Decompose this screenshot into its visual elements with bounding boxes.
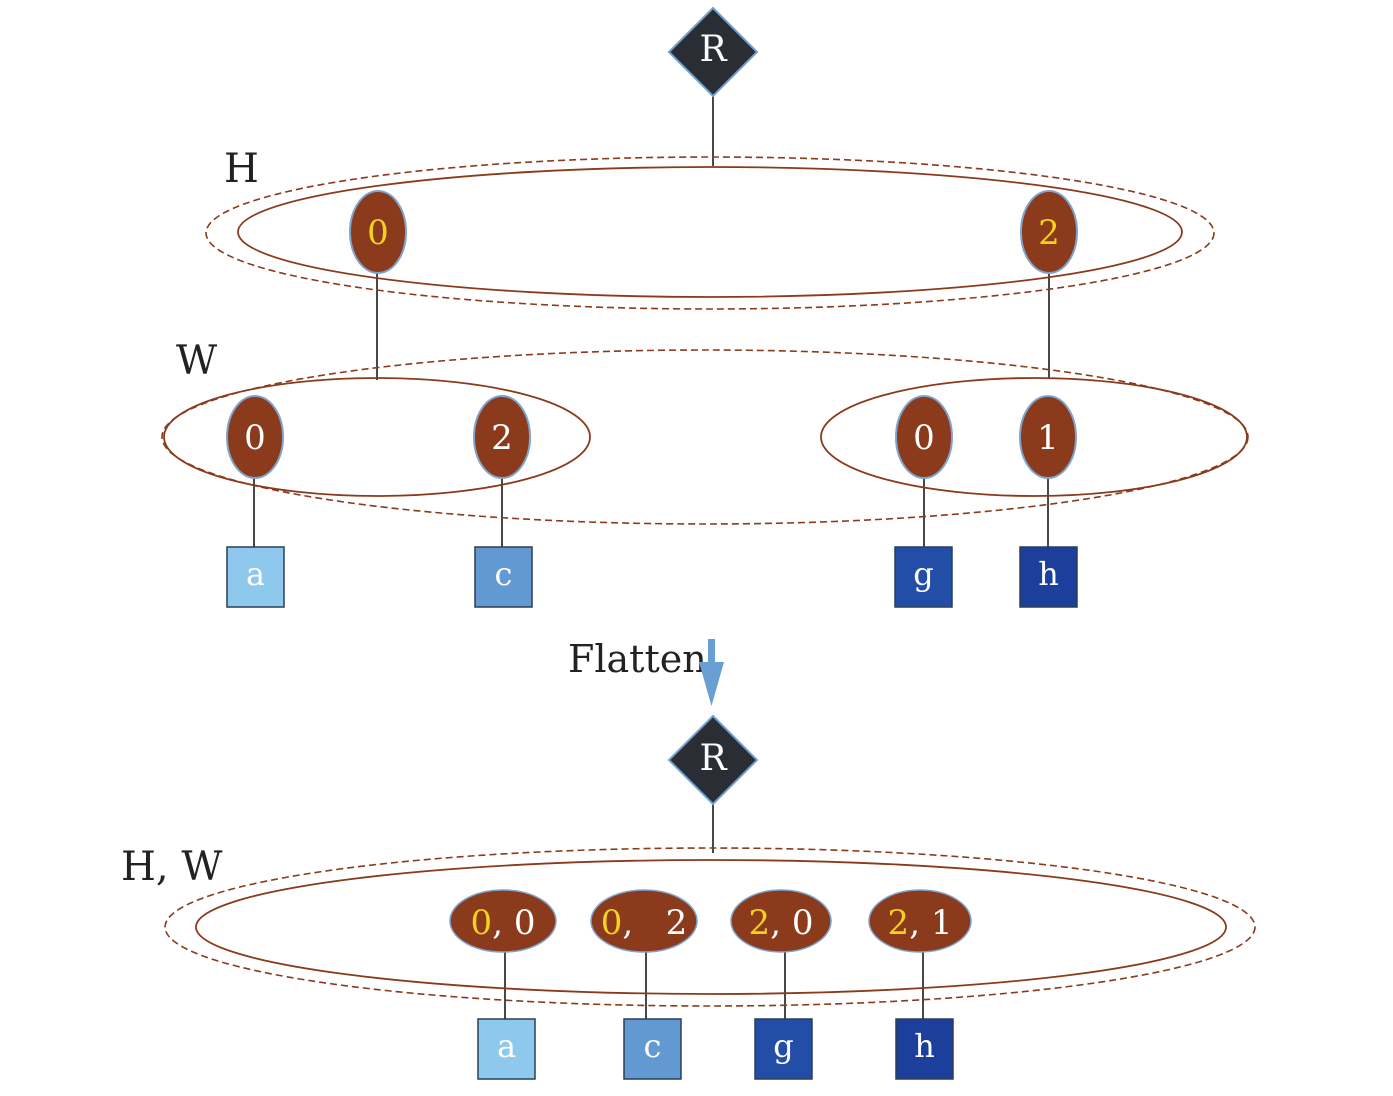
leaf-label: g <box>773 1027 793 1065</box>
top-hierarchy: R H W 0 2 0 2 0 1 <box>161 6 1249 608</box>
hw-node-sep: , <box>492 903 503 943</box>
root-diamond-shape <box>667 714 759 806</box>
hw-node-text: 2, 0 <box>749 903 814 943</box>
h-level-label: H <box>224 146 259 192</box>
leaf-square <box>895 1018 954 1080</box>
leaf-square <box>894 546 953 608</box>
w-level-label: W <box>176 338 217 384</box>
hw-node-w: 0 <box>792 903 814 943</box>
leaf-node: g <box>894 546 953 608</box>
bottom-hierarchy: R H, W 0, 0 0, 2 2, 0 2, 1 a c <box>121 714 1256 1080</box>
hw-node-shape <box>730 889 832 953</box>
leaf-label: a <box>497 1027 516 1065</box>
leaf-node: a <box>477 1018 536 1080</box>
h-node-shape <box>349 190 407 274</box>
w-node: 0 <box>226 395 284 479</box>
leaf-label: c <box>495 555 513 593</box>
h-node-value: 2 <box>1038 213 1060 253</box>
root-diamond-shape <box>667 6 759 98</box>
w-node-value: 1 <box>1037 418 1059 458</box>
hw-outer-dashed-ring <box>164 847 1256 1007</box>
bottom-edges <box>504 804 924 1019</box>
leaf-node: c <box>474 546 533 608</box>
hw-node-shape <box>868 889 972 953</box>
leaf-square <box>474 546 533 608</box>
h-outer-dashed-ring <box>205 156 1215 310</box>
w-right-ring <box>820 377 1248 497</box>
bottom-root-node: R <box>667 714 759 806</box>
down-arrow-icon <box>699 639 724 706</box>
flatten-transition: Flatten <box>568 637 724 706</box>
hw-node-shape <box>590 889 698 953</box>
leaf-node: a <box>226 546 285 608</box>
w-node-shape <box>895 395 953 479</box>
w-node-shape <box>473 395 531 479</box>
hw-node-h: 2 <box>888 903 910 943</box>
leaf-label: a <box>246 555 265 593</box>
hw-node-w: 0 <box>514 903 536 943</box>
hw-node-h: 0 <box>471 903 493 943</box>
w-node-value: 0 <box>244 418 266 458</box>
w-node-value: 0 <box>913 418 935 458</box>
h-node-value: 0 <box>367 213 389 253</box>
hw-node-sep: , <box>622 903 633 943</box>
hw-node-text: 2, 1 <box>888 903 953 943</box>
leaf-node: c <box>623 1018 682 1080</box>
leaf-label: c <box>644 1027 662 1065</box>
flatten-label: Flatten <box>568 637 707 681</box>
h-node: 0 <box>349 190 407 274</box>
w-node-shape <box>226 395 284 479</box>
bottom-root-label: R <box>699 738 727 779</box>
leaf-square <box>623 1018 682 1080</box>
hw-inner-ring <box>195 859 1227 995</box>
hw-node-text: 0, 0 <box>471 903 536 943</box>
top-edges <box>253 96 1050 547</box>
w-node: 0 <box>895 395 953 479</box>
hw-node-sep: , <box>909 903 920 943</box>
h-node: 2 <box>1020 190 1078 274</box>
w-node-shape <box>1019 395 1077 479</box>
hw-node: 0, 0 <box>449 889 557 953</box>
hw-node-h: 0 <box>601 903 623 943</box>
w-node-value: 2 <box>491 418 513 458</box>
h-inner-ring <box>237 166 1183 298</box>
w-outer-dashed-ring <box>161 349 1249 525</box>
hw-node-w: 1 <box>931 903 953 943</box>
leaf-node: g <box>754 1018 813 1080</box>
hw-node: 0, 2 <box>590 889 698 953</box>
hw-node-h: 2 <box>749 903 771 943</box>
hw-node-text: 0, 2 <box>601 903 688 943</box>
leaf-node: h <box>895 1018 954 1080</box>
leaf-square <box>477 1018 536 1080</box>
leaf-label: h <box>914 1027 935 1065</box>
leaf-node: h <box>1019 546 1078 608</box>
leaf-label: h <box>1038 555 1059 593</box>
leaf-label: g <box>913 555 933 593</box>
w-node: 2 <box>473 395 531 479</box>
hw-node-sep: , <box>770 903 781 943</box>
hw-node: 2, 0 <box>730 889 832 953</box>
top-root-node: R <box>667 6 759 98</box>
hw-node: 2, 1 <box>868 889 972 953</box>
top-root-label: R <box>699 29 727 70</box>
h-node-shape <box>1020 190 1078 274</box>
leaf-square <box>754 1018 813 1080</box>
leaf-square <box>226 546 285 608</box>
leaf-square <box>1019 546 1078 608</box>
hw-node-w: 2 <box>666 903 688 943</box>
hw-node-shape <box>449 889 557 953</box>
hw-level-label: H, W <box>121 844 222 890</box>
w-node: 1 <box>1019 395 1077 479</box>
w-left-ring <box>163 377 591 497</box>
